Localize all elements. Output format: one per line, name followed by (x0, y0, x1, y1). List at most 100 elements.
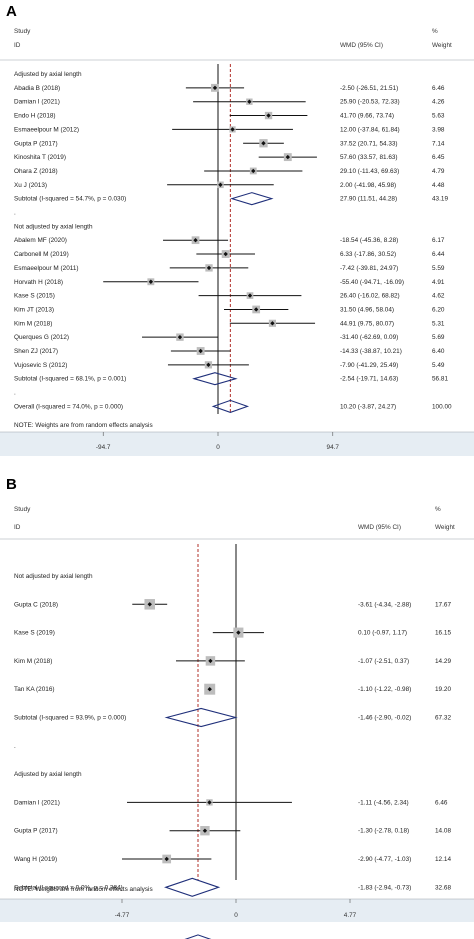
pooled-diamond (230, 192, 274, 206)
header-id: ID (14, 42, 21, 49)
effect-ci: -3.61 (-4.34, -2.88) (358, 601, 411, 608)
effect-ci: -55.40 (-94.71, -16.09) (340, 279, 404, 286)
study-label: Esmaeelpour M (2011) (14, 265, 79, 272)
subtotal-label: Subtotal (I-squared = 68.1%, p = 0.001) (14, 376, 126, 383)
weight-value: 5.31 (432, 320, 445, 327)
forest-plot-a: A Study ID WMD (95% CI)% Weight Adjusted by a… (0, 3, 474, 456)
header-study: Study (14, 28, 31, 35)
pooled-diamond (211, 399, 250, 413)
group-label: Adjusted by axial length (14, 771, 82, 778)
weight-value: 32.68 (435, 884, 451, 891)
weight-value: 14.08 (435, 828, 451, 835)
header-weight: Weight (435, 524, 455, 531)
group-row: Adjusted by axial length (14, 771, 82, 778)
effect-ci: 37.52 (20.71, 54.33) (340, 140, 398, 147)
group-label: Adjusted by axial length (14, 71, 82, 78)
study-label: Endo H (2018) (14, 113, 56, 120)
weight-value: 43.19 (432, 196, 448, 203)
point-estimate (193, 238, 198, 243)
header-percent: % (435, 506, 441, 513)
overall-row: Overall (I-squared = 74.0%, p = 0.000) 10… (14, 399, 452, 413)
effect-ci: 26.40 (-16.02, 68.82) (340, 293, 400, 300)
subtotal-row: Subtotal (I-squared = 93.9%, p = 0.000) -… (14, 707, 451, 728)
study-row: Kinoshita T (2019) 57.60 (33.57, 81.63) 6.… (14, 153, 445, 161)
subtotal-row: Subtotal (I-squared = 68.1%, p = 0.001) -… (14, 372, 448, 386)
weight-value: 3.98 (432, 126, 445, 133)
study-row: Kim M (2018) 44.91 (9.75, 80.07) 5.31 (14, 319, 445, 327)
point-estimate (207, 800, 212, 805)
study-label: Esmaeelpour M (2012) (14, 126, 79, 133)
study-row: Damian I (2021) 25.90 (-20.53, 72.33) 4.26 (14, 98, 445, 106)
group-row: Not adjusted by axial length (14, 573, 93, 580)
effect-ci: -1.30 (-2.78, 0.18) (358, 828, 409, 835)
effect-ci: 41.70 (9.66, 73.74) (340, 113, 394, 120)
group-label: Not adjusted by axial length (14, 573, 93, 580)
study-label: Kase S (2019) (14, 630, 55, 637)
effect-ci: -31.40 (-62.69, 0.09) (340, 334, 398, 341)
forest-plot-svg: B Study ID WMD (95% CI)% Weight Not adjusted … (0, 476, 474, 939)
weight-value: 14.29 (435, 658, 451, 665)
study-label: Querques G (2012) (14, 334, 69, 341)
study-row: Vujosevic S (2012) -7.90 (-41.29, 25.49) 5… (14, 361, 445, 369)
point-estimate (247, 293, 253, 298)
study-row: Shen ZJ (2017) -14.33 (-38.87, 10.21) 6.40 (14, 347, 445, 355)
effect-ci: -2.90 (-4.77, -1.03) (358, 856, 411, 863)
x-tick-label: 94.7 (327, 444, 340, 451)
effect-ci: 44.91 (9.75, 80.07) (340, 320, 394, 327)
study-label: Tan KA (2016) (14, 686, 55, 693)
weight-value: 6.20 (432, 306, 445, 313)
study-label: Ohara Z (2018) (14, 168, 58, 175)
axis-band (0, 432, 474, 456)
study-row: Abalem MF (2020) -18.54 (-45.36, 8.28) 6.1… (14, 236, 445, 244)
weight-value: 5.69 (432, 334, 445, 341)
x-tick-label: 4.77 (344, 912, 357, 919)
study-label: Gupta P (2017) (14, 140, 58, 147)
x-tick-label: -94.7 (96, 444, 111, 451)
weight-value: 17.67 (435, 601, 451, 608)
effect-ci: -1.83 (-2.94, -0.73) (358, 884, 411, 891)
weight-value: 12.14 (435, 856, 451, 863)
point-estimate (148, 279, 154, 284)
effect-ci: -18.54 (-45.36, 8.28) (340, 237, 398, 244)
study-label: Abalem MF (2020) (14, 237, 67, 244)
point-estimate (177, 334, 183, 340)
spacer-dot: . (14, 210, 16, 217)
study-row: Kim JT (2013) 31.50 (4.96, 58.04) 6.20 (14, 305, 445, 313)
weight-value: 6.46 (435, 799, 448, 806)
x-tick-label: 0 (234, 912, 238, 919)
panel-letter: A (6, 3, 17, 20)
point-estimate (236, 630, 241, 635)
point-estimate (270, 321, 275, 326)
weight-value: 7.14 (432, 140, 445, 147)
point-estimate (285, 154, 291, 160)
spacer-dot: . (14, 743, 16, 750)
subtotal-label: Subtotal (I-squared = 54.7%, p = 0.030) (14, 196, 126, 203)
study-row: Gupta P (2017) -1.30 (-2.78, 0.18) 14.08 (14, 826, 451, 836)
spacer-dot: . (14, 390, 16, 397)
effect-ci: -1.46 (-2.90, -0.02) (358, 715, 411, 722)
point-estimate (198, 348, 203, 354)
study-row: Kase S (2019) 0.10 (-0.97, 1.17) 16.15 (14, 627, 451, 638)
weight-value: 4.62 (432, 293, 445, 300)
pooled-diamond (164, 877, 221, 897)
study-row: Endo H (2018) 41.70 (9.66, 73.74) 5.63 (14, 111, 445, 120)
group-row: Adjusted by axial length (14, 71, 82, 78)
point-estimate (223, 251, 228, 257)
point-estimate (261, 141, 266, 146)
effect-ci: -1.11 (-4.56, 2.34) (358, 799, 409, 806)
weight-value: 4.79 (432, 168, 445, 175)
weight-value: 6.17 (432, 237, 445, 244)
study-label: Gupta C (2018) (14, 601, 58, 608)
study-label: Damian I (2021) (14, 799, 60, 806)
weight-value: 16.15 (435, 630, 451, 637)
point-estimate (247, 99, 252, 104)
point-estimate (251, 168, 256, 174)
effect-ci: -7.90 (-41.29, 25.49) (340, 362, 398, 369)
point-estimate (206, 265, 212, 271)
effect-ci: -2.54 (-19.71, 14.63) (340, 376, 398, 383)
study-label: Kim M (2018) (14, 320, 52, 327)
point-estimate (266, 113, 271, 118)
effect-ci: 31.50 (4.96, 58.04) (340, 306, 394, 313)
header-percent: % (432, 28, 438, 35)
study-label: Kase S (2015) (14, 293, 55, 300)
